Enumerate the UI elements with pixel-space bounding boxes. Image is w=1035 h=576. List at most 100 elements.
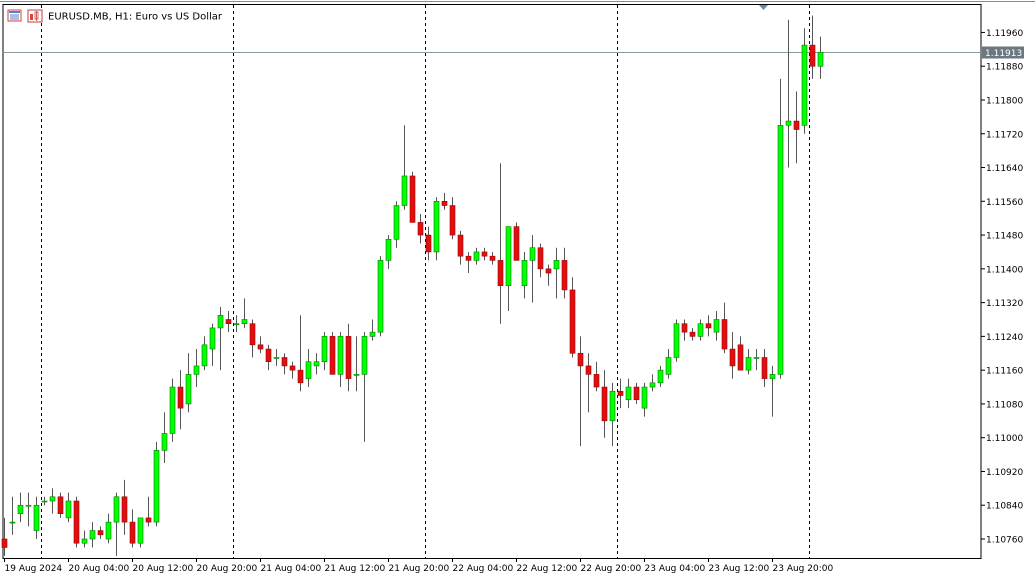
candle-body-bear — [265, 348, 272, 363]
candle-body-bear — [417, 222, 424, 236]
candle — [577, 336, 584, 447]
candle — [401, 125, 408, 210]
price-axis[interactable]: 1.11960 1.11880 1.11800 1.11720 1.11640 1.115… — [981, 29, 1024, 546]
candle-body-bull — [273, 357, 280, 359]
candle-body-bull — [745, 357, 752, 371]
candle — [385, 235, 392, 269]
candle — [737, 336, 744, 371]
chart-window-icon[interactable] — [7, 9, 22, 22]
candle-body-bear — [73, 500, 80, 544]
candle — [169, 378, 176, 442]
candle — [409, 171, 416, 223]
candle-body-bull — [401, 175, 408, 206]
candle-body-bull — [89, 530, 96, 540]
candle — [257, 336, 264, 354]
candle-body-bear — [705, 323, 712, 329]
candle-body-bear — [345, 336, 352, 379]
x-tick-label: 23 Aug 20:00 — [773, 564, 834, 574]
candle — [609, 382, 616, 447]
candle — [33, 496, 40, 540]
candle — [217, 306, 224, 371]
y-tick-label: 1.11560 — [986, 198, 1023, 208]
candle-body-bull — [377, 260, 384, 333]
candle-body-bull — [657, 369, 664, 384]
candle-body-bull — [313, 361, 320, 367]
time-axis[interactable]: 19 Aug 2024 20 Aug 04:00 20 Aug 12:00 20 Au… — [4, 558, 834, 574]
candle — [777, 78, 784, 379]
x-tick-label: 22 Aug 12:00 — [517, 564, 578, 574]
candle — [625, 378, 632, 409]
candle-body-bear — [681, 323, 688, 333]
candle — [193, 349, 200, 388]
chart-shift-marker-icon[interactable] — [759, 5, 768, 10]
candle-body-bear — [257, 344, 264, 350]
y-tick-label: 1.11880 — [986, 63, 1023, 73]
candle-body-bear — [497, 260, 504, 287]
candle-body-bull — [505, 226, 512, 287]
candle-body-bull — [65, 500, 72, 519]
candle — [89, 522, 96, 548]
candle-body-bull — [41, 500, 48, 503]
candle — [417, 213, 424, 244]
y-tick-label: 1.11480 — [986, 232, 1023, 242]
candle — [361, 332, 368, 442]
current-price-label-bg — [982, 46, 1024, 59]
candle-body-bull — [185, 374, 192, 405]
candle-body-bear — [249, 323, 256, 346]
candle-body-bear — [617, 390, 624, 396]
candle — [105, 513, 112, 544]
candle — [585, 353, 592, 413]
candle — [649, 374, 656, 392]
candle-body-bull — [641, 386, 648, 409]
candle — [41, 496, 48, 506]
candle — [337, 332, 344, 388]
candle — [49, 488, 56, 514]
chart-frame — [0, 1, 1035, 559]
candle-body-bull — [49, 496, 56, 502]
candle — [1, 517, 8, 556]
candle-body-bull — [25, 504, 32, 507]
candle — [249, 319, 256, 358]
candle-body-bull — [361, 336, 368, 375]
candle-body-bull — [385, 238, 392, 261]
candle — [129, 509, 136, 548]
candle — [233, 315, 240, 333]
candle — [201, 336, 208, 371]
candle-body-bull — [529, 247, 536, 261]
candle-body-bear — [737, 344, 744, 371]
candle-body-bear — [177, 386, 184, 409]
candle — [305, 349, 312, 388]
plot-area-border — [2, 4, 982, 559]
y-tick-label: 1.11640 — [986, 164, 1023, 174]
candle-body-bear — [289, 365, 296, 371]
chart-header: EURUSD.MB, H1: Euro vs US Dollar — [7, 5, 768, 23]
candle — [617, 378, 624, 409]
x-tick-label: 19 Aug 2024 — [5, 564, 63, 574]
candle — [17, 492, 24, 523]
candle-body-bear — [145, 517, 152, 523]
candle — [697, 319, 704, 341]
candle — [457, 230, 464, 265]
candle-body-bull — [209, 327, 216, 350]
candle — [665, 349, 672, 379]
candle-body-bull — [17, 504, 24, 514]
candle-body-bear — [329, 336, 336, 375]
candle — [529, 235, 536, 303]
candle-body-bear — [489, 255, 496, 261]
candle-body-bull — [817, 51, 824, 67]
candle-body-bear — [481, 251, 488, 257]
candle-body-bull — [665, 357, 672, 375]
candle — [809, 15, 816, 79]
candle — [281, 353, 288, 375]
candle-body-bear — [689, 331, 696, 337]
indicator-icon[interactable] — [27, 9, 43, 23]
candle — [569, 277, 576, 358]
x-tick-label: 23 Aug 12:00 — [709, 564, 770, 574]
candle — [425, 226, 432, 261]
candle-body-bull — [713, 319, 720, 333]
candle — [713, 311, 720, 341]
candle — [113, 492, 120, 556]
candle-body-bull — [753, 357, 760, 359]
candle — [377, 256, 384, 337]
